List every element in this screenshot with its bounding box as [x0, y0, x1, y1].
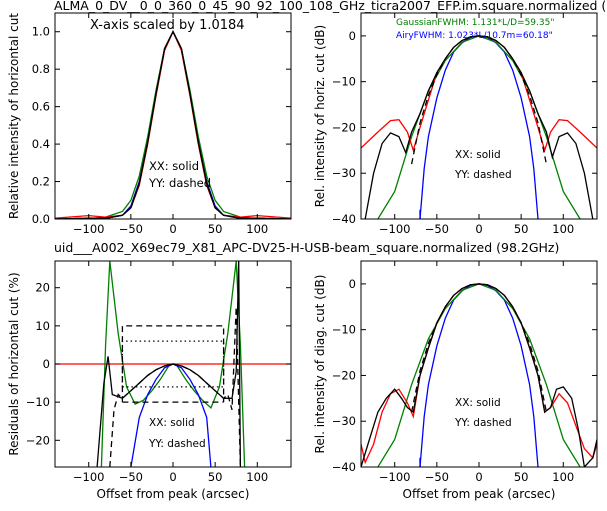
plots-group: −100 −50 0 50 1000.00.20.40.60.81.0Relative … — [7, 12, 598, 501]
x-tick-label: 0 — [169, 222, 176, 236]
x-tick-label: −100 — [379, 470, 411, 484]
y-tick-label: −40 — [332, 212, 356, 226]
y-tick-label: 0 — [43, 357, 50, 371]
x-tick-label: 100 — [246, 470, 268, 484]
series-line-4 — [55, 30, 291, 219]
y-tick-label: 0 — [349, 29, 356, 43]
x-tick-label: −100 — [73, 222, 105, 236]
x-tick-label: 50 — [208, 470, 223, 484]
y-tick-label: −20 — [26, 433, 50, 447]
annotation-text: XX: solid — [149, 417, 195, 429]
annotation-text: YY: dashed — [148, 176, 211, 190]
series-group — [361, 35, 597, 219]
series-line-3 — [55, 30, 291, 219]
y-tick-label: −10 — [26, 395, 50, 409]
y-axis-label: Residuals of horizontal cut (%) — [7, 272, 21, 455]
y-tick-label: 0.8 — [32, 62, 50, 76]
y-tick-label: −30 — [332, 166, 356, 180]
x-tick-label: 100 — [246, 222, 268, 236]
y-tick-label: 0.2 — [32, 175, 50, 189]
x-tick-label: −100 — [379, 222, 411, 236]
y-tick-label: 1.0 — [32, 25, 50, 39]
y-tick-label: −10 — [332, 75, 356, 89]
x-tick-label: −50 — [119, 222, 143, 236]
x-tick-label: 0 — [475, 470, 482, 484]
x-tick-label: 0 — [475, 222, 482, 236]
annotation-text: XX: solid — [455, 149, 501, 161]
y-tick-label: −20 — [332, 368, 356, 382]
series-line-4 — [109, 306, 242, 467]
x-tick-label: −50 — [119, 470, 143, 484]
y-axis-label: Relative intensity of horizontal cut — [7, 13, 21, 219]
x-tick-label: −50 — [425, 222, 449, 236]
y-tick-label: 0.0 — [32, 212, 50, 226]
x-tick-label: 100 — [552, 222, 574, 236]
annotation-text: XX: solid — [149, 159, 199, 173]
series-line-5 — [121, 325, 225, 403]
series-line-2 — [55, 30, 291, 219]
series-group — [361, 283, 597, 467]
series-line-5 — [410, 283, 548, 413]
x-tick-label: 0 — [169, 470, 176, 484]
annotation-text: YY: dashed — [454, 417, 512, 429]
annotation-text: YY: dashed — [454, 169, 512, 181]
series-line-0 — [419, 35, 539, 219]
series-line-7 — [121, 340, 225, 387]
y-tick-label: 0 — [349, 277, 356, 291]
legend-entry: GaussianFWHM: 1.131*L/D=59.35" — [396, 18, 554, 28]
x-tick-label: 50 — [514, 222, 529, 236]
y-tick-label: −30 — [332, 414, 356, 428]
series-line-2 — [377, 283, 581, 467]
y-tick-label: 0.4 — [32, 137, 50, 151]
series-line-0 — [55, 30, 291, 219]
series-group — [55, 30, 291, 219]
x-tick-label: 100 — [552, 470, 574, 484]
annotation-text: X-axis scaled by 1.0184 — [90, 18, 245, 33]
y-axis-label: Rel. intensity of diag. cut (dB) — [313, 275, 327, 454]
series-line-1 — [55, 30, 291, 219]
y-tick-label: 0.6 — [32, 100, 50, 114]
x-tick-label: −50 — [425, 470, 449, 484]
x-axis-label: Offset from peak (arcsec) — [97, 487, 250, 501]
legend-entry: AiryFWHM: 1.023*L/10.7m=60.18" — [396, 31, 553, 41]
x-tick-label: 50 — [514, 470, 529, 484]
annotation-text: YY: dashed — [148, 438, 206, 450]
mid-title: uid___A002_X69ec79_X81_APC-DV25-H-USB-be… — [54, 240, 559, 255]
y-axis-label: Rel. intensity of horiz. cut (dB) — [313, 25, 327, 207]
top-title: ALMA_0_DV__0_0_360_0_45_90_92_100_108_GH… — [54, 0, 606, 13]
y-tick-label: 20 — [35, 281, 50, 295]
y-tick-label: −10 — [332, 323, 356, 337]
series-line-4 — [361, 283, 597, 467]
x-tick-label: 50 — [208, 222, 223, 236]
annotation-text: XX: solid — [455, 397, 501, 409]
x-tick-label: −100 — [73, 470, 105, 484]
series-line-3 — [361, 35, 597, 153]
subplot-p1: −100 −50 0 50 100 0.0 0.2 0.4 0.6 0.8 1.0 Relative … — [7, 12, 292, 236]
x-axis-label: Offset from peak (arcsec) — [403, 487, 556, 501]
series-line-0 — [419, 283, 539, 467]
series-group — [55, 261, 291, 467]
series-line-2 — [377, 35, 581, 219]
y-tick-label: −40 — [332, 460, 356, 474]
y-tick-label: −20 — [332, 120, 356, 134]
series-line-5 — [410, 35, 548, 165]
series-line-4 — [364, 35, 594, 219]
y-tick-label: 10 — [35, 319, 50, 333]
